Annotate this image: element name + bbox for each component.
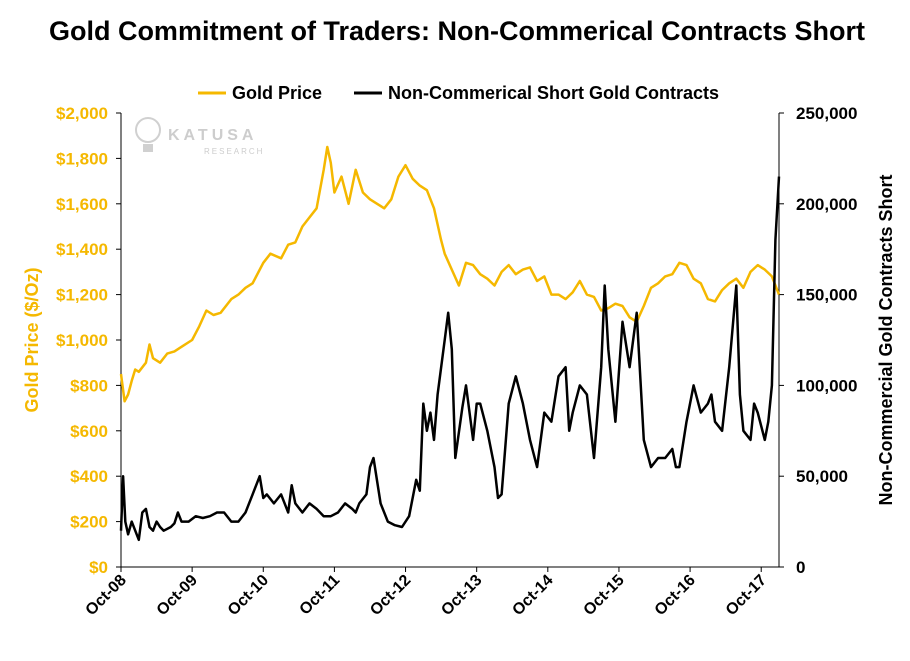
left-tick-label: $800 (70, 376, 108, 395)
right-tick-label: 150,000 (796, 286, 857, 305)
left-tick-label: $0 (89, 558, 108, 577)
right-tick-label: 0 (796, 558, 805, 577)
x-tick-label: Oct-13 (438, 572, 485, 619)
left-axis-label: Gold Price ($/Oz) (22, 267, 42, 412)
right-tick-label: 200,000 (796, 195, 857, 214)
right-axis-label: Non-Commercial Gold Contracts Short (876, 174, 896, 505)
x-tick-label: Oct-09 (154, 572, 201, 619)
x-tick-label: Oct-14 (509, 572, 556, 619)
right-tick-label: 100,000 (796, 376, 857, 395)
x-ticks: Oct-08 Oct-09 Oct-10 Oct-11 Oct-12 Oct-13 Oct-… (83, 567, 770, 619)
x-tick-label: Oct-12 (367, 572, 414, 619)
watermark-bulb-icon (135, 117, 161, 143)
x-tick-label: Oct-11 (297, 572, 344, 619)
x-tick-label: Oct-17 (723, 572, 770, 619)
short-contracts-line (119, 176, 781, 542)
left-tick-label: $1,200 (56, 286, 108, 305)
left-tick-label: $600 (70, 422, 108, 441)
watermark: KATUSA RESEARCH (135, 117, 264, 156)
left-tick-label: $1,000 (56, 331, 108, 350)
x-tick-label: Oct-15 (581, 572, 628, 619)
left-tick-label: $1,400 (56, 240, 108, 259)
legend-contracts-label: Non-Commerical Short Gold Contracts (388, 83, 719, 103)
left-ticks: $0 $200 $400 $600 $800 $1,000 $1,200 $1,400 $1,6… (56, 104, 121, 577)
right-tick-label: 50,000 (796, 467, 848, 486)
right-tick-label: 250,000 (796, 104, 857, 123)
left-tick-label: $1,800 (56, 149, 108, 168)
left-tick-label: $200 (70, 513, 108, 532)
watermark-bulb-base-icon (143, 144, 153, 152)
left-tick-label: $400 (70, 467, 108, 486)
left-tick-label: $2,000 (56, 104, 108, 123)
right-ticks: 0 50,000 100,000 150,000 200,000 250,000 (779, 104, 857, 577)
legend: Gold Price Non-Commerical Short Gold Con… (198, 83, 719, 103)
legend-gold-label: Gold Price (232, 83, 322, 103)
watermark-sub: RESEARCH (204, 147, 264, 156)
x-tick-label: Oct-10 (225, 572, 272, 619)
x-tick-label: Oct-16 (652, 572, 699, 619)
watermark-brand: KATUSA (168, 127, 257, 144)
left-tick-label: $1,600 (56, 195, 108, 214)
x-tick-label: Oct-08 (83, 572, 130, 619)
chart-title: Gold Commitment of Traders: Non-Commeric… (49, 16, 865, 46)
gold-price-line (119, 145, 781, 403)
